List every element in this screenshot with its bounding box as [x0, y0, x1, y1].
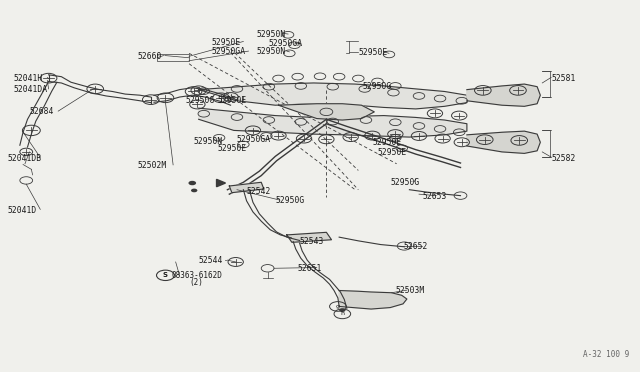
Polygon shape	[216, 179, 225, 187]
Text: 52684: 52684	[29, 108, 54, 116]
Text: 52653: 52653	[422, 192, 447, 201]
Text: 52544: 52544	[198, 256, 223, 265]
Text: 52041DA: 52041DA	[13, 85, 47, 94]
Text: 08363-6162D: 08363-6162D	[172, 271, 223, 280]
Text: A-32 100 9: A-32 100 9	[584, 350, 630, 359]
Polygon shape	[198, 108, 467, 137]
Text: 52581: 52581	[551, 74, 575, 83]
Circle shape	[339, 308, 346, 312]
Text: (2): (2)	[189, 278, 203, 287]
Circle shape	[191, 189, 197, 192]
Text: 52543: 52543	[300, 237, 324, 246]
Polygon shape	[467, 131, 540, 153]
Text: h: h	[340, 311, 344, 316]
Text: 52950N: 52950N	[193, 137, 223, 146]
Text: 52950GA: 52950GA	[269, 39, 303, 48]
Polygon shape	[467, 84, 540, 106]
Text: 52582: 52582	[551, 154, 575, 163]
Text: 52950N: 52950N	[256, 29, 285, 39]
Text: g: g	[336, 304, 340, 309]
Text: 52542: 52542	[246, 187, 271, 196]
Text: 52503M: 52503M	[396, 286, 424, 295]
Polygon shape	[287, 232, 332, 242]
Polygon shape	[229, 182, 264, 193]
Circle shape	[188, 181, 196, 185]
Text: S: S	[163, 272, 168, 278]
Text: 52950E: 52950E	[211, 38, 241, 47]
Text: 52041DB: 52041DB	[7, 154, 41, 163]
Polygon shape	[278, 104, 374, 120]
Text: 52950GA: 52950GA	[237, 135, 271, 144]
Polygon shape	[198, 83, 467, 109]
Text: 52950G: 52950G	[362, 82, 392, 91]
Text: 52950G: 52950G	[275, 196, 305, 205]
Text: 52041H: 52041H	[13, 74, 43, 83]
Text: 52651: 52651	[298, 264, 322, 273]
Text: 52041D: 52041D	[7, 206, 36, 215]
Text: 52950GA: 52950GA	[211, 47, 246, 56]
Text: 52502M: 52502M	[138, 161, 167, 170]
Polygon shape	[339, 291, 407, 309]
Text: 52950N: 52950N	[256, 47, 285, 56]
Text: 52950E: 52950E	[372, 138, 402, 147]
Text: 52950G: 52950G	[390, 178, 419, 187]
Text: 52950G: 52950G	[186, 96, 215, 105]
Text: 52950E: 52950E	[218, 144, 247, 153]
Text: 52950E: 52950E	[378, 148, 407, 157]
Text: 52950E: 52950E	[218, 96, 247, 105]
Text: 52660: 52660	[138, 52, 163, 61]
Text: 52950E: 52950E	[358, 48, 388, 57]
Text: 52652: 52652	[403, 242, 428, 251]
